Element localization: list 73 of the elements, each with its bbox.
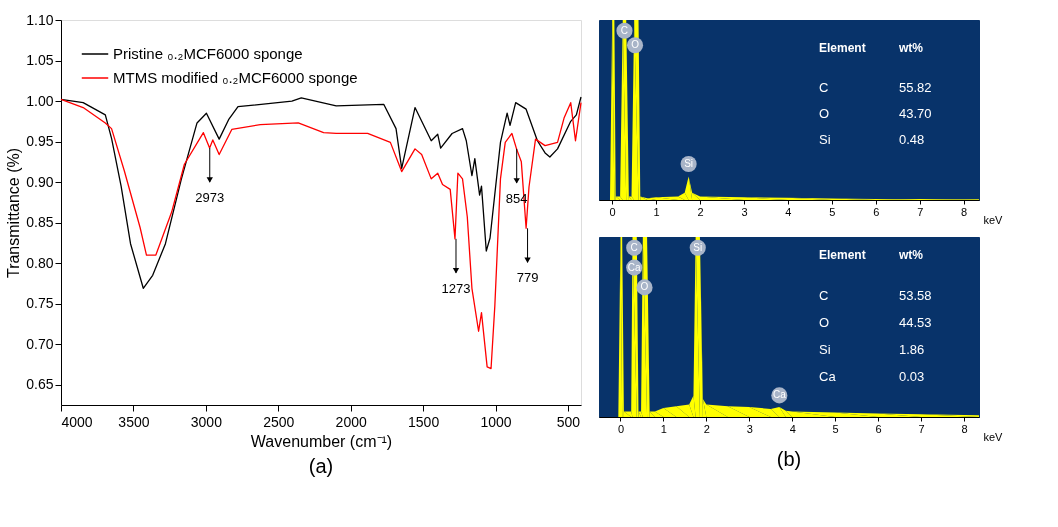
- y-tick-label: 0.65: [26, 376, 54, 393]
- y-tick-label: 0.80: [26, 254, 54, 271]
- x-tick-label: 500: [556, 413, 581, 430]
- annotation: 55.82: [899, 80, 932, 95]
- x-tick-label: 0: [617, 422, 625, 435]
- y-tick-label: 1.00: [26, 92, 54, 109]
- y-tick-label: 0.90: [26, 173, 54, 190]
- annotation: wt%: [898, 248, 924, 262]
- text: (a): [308, 455, 334, 477]
- x-tick-label: 3: [746, 422, 753, 435]
- x-tick-label: 7: [917, 205, 924, 218]
- x-tick-label: 2000: [335, 413, 367, 430]
- x-tick-label: 2: [703, 422, 710, 435]
- annotation: wt%: [898, 41, 924, 55]
- x-tick-label: 5: [832, 422, 839, 435]
- annotation: 0.48: [899, 132, 925, 147]
- x-tick-label: 4: [785, 205, 792, 218]
- x-tick-label: 5: [829, 205, 836, 218]
- annotation: 43.70: [899, 106, 932, 121]
- x-axis-title: Wavenumber (cm⁻¹): [250, 432, 393, 450]
- annotation: Si: [684, 158, 694, 169]
- y-tick-label: 0.70: [26, 335, 54, 352]
- annotation: 44.53: [899, 315, 932, 330]
- annotation: 1273: [441, 280, 471, 296]
- x-tick-label: 2500: [263, 413, 295, 430]
- x-tick-label: 7: [918, 422, 925, 435]
- annotation: O: [631, 39, 640, 51]
- x-tick-label: 6: [873, 205, 880, 218]
- x-tick-label: 0: [609, 205, 616, 218]
- legend-label: Pristine ₀.₂MCF6000 sponge: [113, 45, 303, 62]
- y-tick-label: 0.75: [26, 295, 54, 312]
- annotation: C: [819, 80, 829, 95]
- x-axis-title: keV: [983, 430, 1004, 443]
- annotation: Ca: [627, 261, 642, 273]
- annotation: O: [819, 315, 830, 330]
- annotation: 1.86: [899, 342, 925, 357]
- annotation: Ca: [772, 389, 787, 401]
- x-tick-label: 8: [961, 205, 968, 218]
- annotation: O: [819, 106, 830, 121]
- x-tick-label: 1: [653, 205, 660, 218]
- annotation: Si: [693, 241, 703, 253]
- annotation: C: [620, 24, 629, 36]
- y-tick-label: 0.85: [26, 214, 54, 231]
- x-tick-label: 8: [961, 422, 968, 435]
- y-tick-label: 1.10: [26, 11, 54, 28]
- x-tick-label: 1000: [480, 413, 512, 430]
- annotation: Ca: [819, 369, 837, 384]
- x-tick-label: 3500: [118, 413, 150, 430]
- annotation: Si: [819, 132, 831, 147]
- x-tick-label: 3000: [190, 413, 223, 430]
- x-tick-label: 1500: [408, 413, 440, 430]
- annotation: 779: [516, 270, 539, 286]
- annotation: 2973: [195, 190, 225, 206]
- x-tick-label: 6: [875, 422, 882, 435]
- x-tick-label: 3: [741, 205, 748, 218]
- y-axis-title: Transmittance (%): [5, 147, 23, 279]
- x-tick-label: 2: [697, 205, 704, 218]
- annotation: Element: [819, 248, 866, 262]
- annotation: C: [630, 241, 638, 253]
- annotation: O: [640, 281, 649, 293]
- x-axis-title: keV: [983, 213, 1004, 226]
- annotation: 0.03: [899, 369, 925, 384]
- y-tick-label: 1.05: [26, 52, 54, 69]
- text: (b): [776, 448, 802, 470]
- x-tick-label: 1: [660, 422, 667, 435]
- annotation: Si: [819, 342, 831, 357]
- annotation: C: [819, 288, 829, 303]
- annotation: Element: [819, 41, 866, 55]
- y-tick-label: 0.95: [26, 133, 54, 150]
- x-tick-label: 4: [789, 422, 796, 435]
- legend-label: MTMS modified ₀.₂MCF6000 sponge: [113, 69, 358, 86]
- x-tick-label: 4000: [61, 413, 93, 430]
- annotation: 53.58: [899, 288, 932, 303]
